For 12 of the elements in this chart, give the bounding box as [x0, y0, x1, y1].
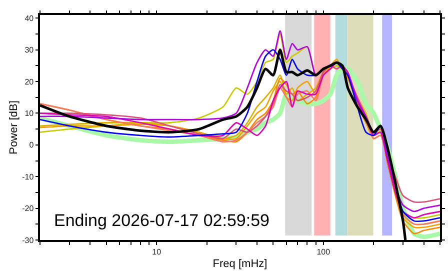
y-tick-label: -10 — [22, 172, 34, 182]
y-tick-label: 20 — [24, 77, 34, 86]
x-tick-label: 100 — [316, 247, 331, 256]
y-tick-label: 10 — [24, 109, 34, 118]
y-tick-label: 40 — [24, 14, 34, 23]
annotation: Ending 2026-07-17 02:59:59 — [54, 211, 270, 230]
y-axis-title: Power [dB] — [8, 100, 20, 154]
x-axis-title: Freq [mHz] — [212, 258, 268, 270]
y-tick-label: -30 — [22, 236, 34, 245]
y-tick-label: 30 — [24, 46, 34, 55]
y-tick-label: 0 — [29, 140, 34, 150]
y-tick-label: -20 — [22, 204, 34, 214]
